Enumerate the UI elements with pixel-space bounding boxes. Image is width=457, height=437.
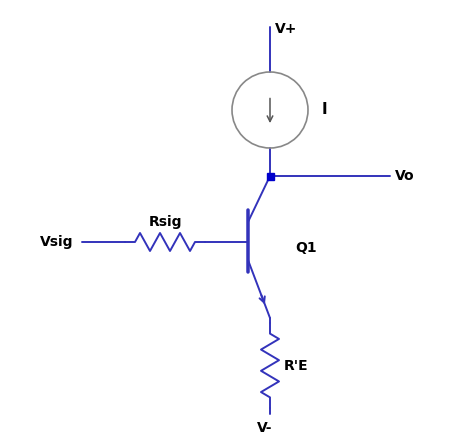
Text: Vo: Vo [395, 169, 414, 183]
Text: R'E: R'E [284, 358, 308, 372]
Bar [267, 173, 274, 180]
Text: V-: V- [257, 421, 273, 435]
Text: Q1: Q1 [295, 241, 317, 255]
Text: Rsig: Rsig [148, 215, 182, 229]
Text: V+: V+ [275, 22, 298, 36]
Text: Vsig: Vsig [40, 235, 74, 249]
Text: I: I [322, 103, 328, 118]
